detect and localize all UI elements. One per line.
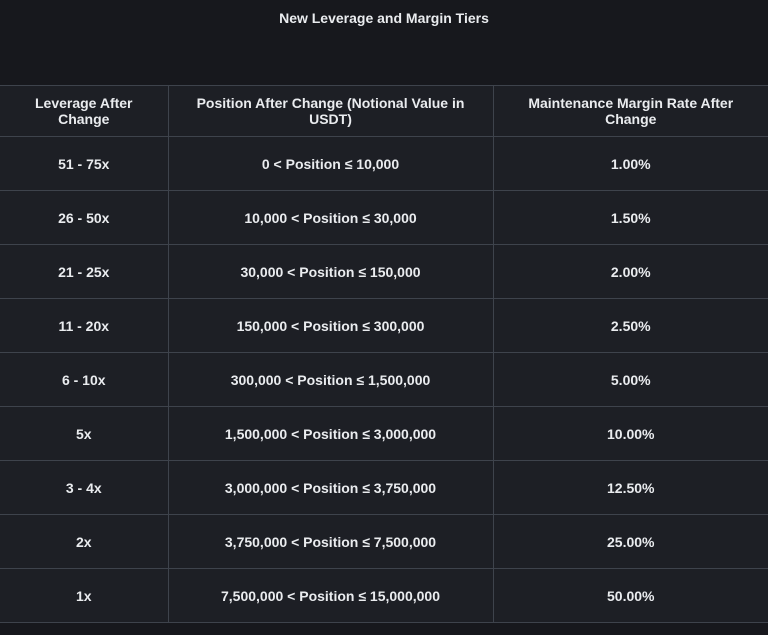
leverage-cell: 51 - 75x bbox=[0, 136, 168, 191]
table-row: 2x 3,750,000 < Position ≤ 7,500,000 25.0… bbox=[0, 514, 768, 569]
margin-rate-cell: 2.00% bbox=[492, 244, 768, 299]
leverage-margin-tiers-table: Leverage After Change Position After Cha… bbox=[0, 85, 768, 623]
margin-rate-cell: 25.00% bbox=[492, 514, 768, 569]
position-cell: 10,000 < Position ≤ 30,000 bbox=[167, 190, 493, 245]
leverage-cell: 1x bbox=[0, 568, 168, 623]
table-row: 51 - 75x 0 < Position ≤ 10,000 1.00% bbox=[0, 136, 768, 191]
column-header-position: Position After Change (Notional Value in… bbox=[167, 85, 493, 137]
position-cell: 0 < Position ≤ 10,000 bbox=[167, 136, 493, 191]
leverage-cell: 5x bbox=[0, 406, 168, 461]
margin-rate-cell: 12.50% bbox=[492, 460, 768, 515]
leverage-cell: 26 - 50x bbox=[0, 190, 168, 245]
position-cell: 1,500,000 < Position ≤ 3,000,000 bbox=[167, 406, 493, 461]
table-row: 5x 1,500,000 < Position ≤ 3,000,000 10.0… bbox=[0, 406, 768, 461]
position-cell: 7,500,000 < Position ≤ 15,000,000 bbox=[167, 568, 493, 623]
margin-rate-cell: 2.50% bbox=[492, 298, 768, 353]
leverage-cell: 11 - 20x bbox=[0, 298, 168, 353]
position-cell: 150,000 < Position ≤ 300,000 bbox=[167, 298, 493, 353]
leverage-cell: 3 - 4x bbox=[0, 460, 168, 515]
table-header-row: Leverage After Change Position After Cha… bbox=[0, 85, 768, 137]
margin-rate-cell: 5.00% bbox=[492, 352, 768, 407]
leverage-cell: 6 - 10x bbox=[0, 352, 168, 407]
table-row: 3 - 4x 3,000,000 < Position ≤ 3,750,000 … bbox=[0, 460, 768, 515]
table-row: 26 - 50x 10,000 < Position ≤ 30,000 1.50… bbox=[0, 190, 768, 245]
position-cell: 30,000 < Position ≤ 150,000 bbox=[167, 244, 493, 299]
position-cell: 3,000,000 < Position ≤ 3,750,000 bbox=[167, 460, 493, 515]
position-cell: 3,750,000 < Position ≤ 7,500,000 bbox=[167, 514, 493, 569]
margin-rate-cell: 50.00% bbox=[492, 568, 768, 623]
margin-rate-cell: 1.50% bbox=[492, 190, 768, 245]
position-cell: 300,000 < Position ≤ 1,500,000 bbox=[167, 352, 493, 407]
margin-rate-cell: 10.00% bbox=[492, 406, 768, 461]
table-row: 21 - 25x 30,000 < Position ≤ 150,000 2.0… bbox=[0, 244, 768, 299]
page-title: New Leverage and Margin Tiers bbox=[279, 10, 489, 26]
column-header-margin-rate: Maintenance Margin Rate After Change bbox=[492, 85, 768, 137]
table-row: 6 - 10x 300,000 < Position ≤ 1,500,000 5… bbox=[0, 352, 768, 407]
leverage-cell: 2x bbox=[0, 514, 168, 569]
margin-rate-cell: 1.00% bbox=[492, 136, 768, 191]
table-row: 1x 7,500,000 < Position ≤ 15,000,000 50.… bbox=[0, 568, 768, 623]
table-row: 11 - 20x 150,000 < Position ≤ 300,000 2.… bbox=[0, 298, 768, 353]
leverage-cell: 21 - 25x bbox=[0, 244, 168, 299]
column-header-leverage: Leverage After Change bbox=[0, 85, 168, 137]
